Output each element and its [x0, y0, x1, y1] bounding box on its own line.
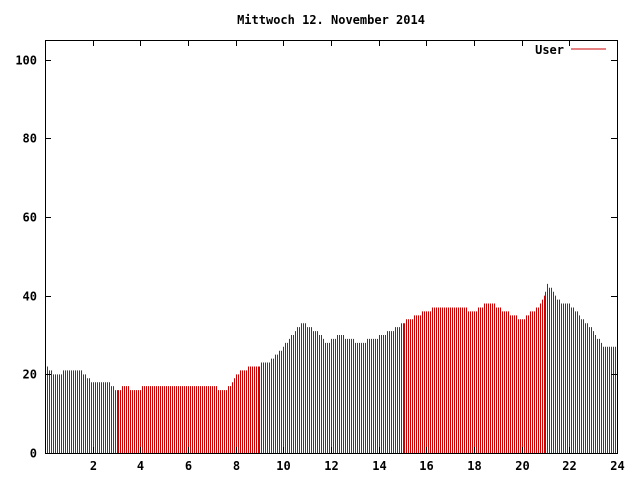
y-tick-label: 0 — [30, 447, 37, 461]
y-tick-label: 60 — [23, 211, 37, 225]
x-tick-label: 2 — [90, 459, 97, 473]
chart-title: Mittwoch 12. November 2014 — [237, 13, 425, 27]
x-tick-label: 6 — [185, 459, 192, 473]
bars-group — [45, 283, 618, 453]
x-tick-label: 4 — [137, 459, 144, 473]
x-tick-label: 20 — [515, 459, 529, 473]
y-tick-label: 40 — [23, 290, 37, 304]
y-tick-label: 80 — [23, 132, 37, 146]
x-tick-label: 12 — [324, 459, 338, 473]
x-tick-label: 24 — [610, 459, 624, 473]
x-tick-label: 16 — [419, 459, 433, 473]
x-tick-label: 10 — [276, 459, 290, 473]
legend: User — [535, 43, 606, 57]
x-tick-label: 8 — [233, 459, 240, 473]
legend-label-user: User — [535, 43, 564, 57]
x-tick-label: 18 — [467, 459, 481, 473]
x-tick-label: 14 — [372, 459, 386, 473]
x-tick-label: 22 — [562, 459, 576, 473]
y-tick-label: 100 — [15, 54, 37, 68]
y-tick-label: 20 — [23, 368, 37, 382]
